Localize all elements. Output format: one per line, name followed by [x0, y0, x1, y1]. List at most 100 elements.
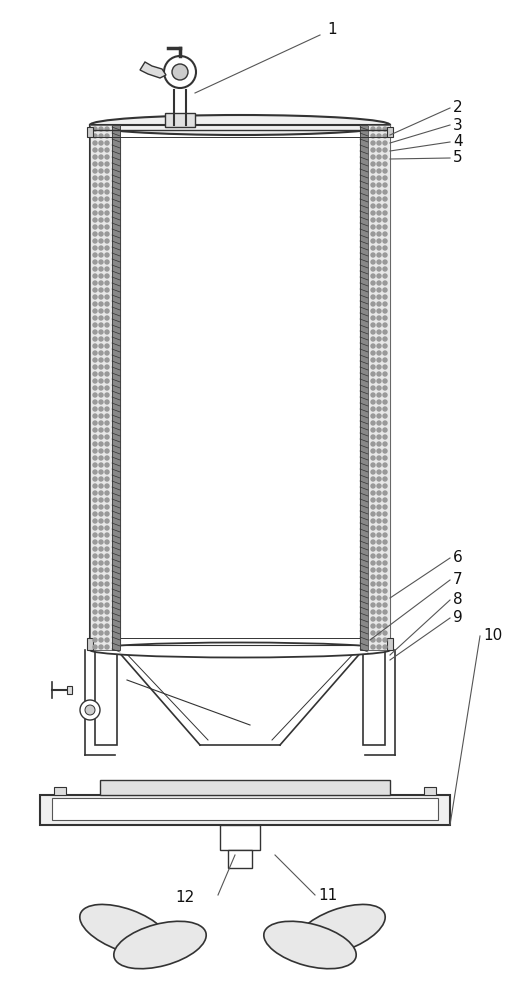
Circle shape	[93, 526, 97, 530]
Circle shape	[105, 309, 109, 313]
Circle shape	[105, 617, 109, 621]
Circle shape	[93, 134, 97, 138]
Circle shape	[99, 617, 103, 621]
Bar	[52, 798, 438, 820]
Circle shape	[99, 337, 103, 341]
Circle shape	[383, 379, 387, 383]
Circle shape	[377, 400, 381, 404]
Circle shape	[99, 127, 103, 131]
Circle shape	[371, 645, 375, 649]
Circle shape	[93, 386, 97, 390]
Circle shape	[371, 225, 375, 229]
Circle shape	[93, 624, 97, 628]
Circle shape	[377, 281, 381, 285]
Circle shape	[383, 351, 387, 355]
Circle shape	[93, 218, 97, 222]
Circle shape	[99, 141, 103, 145]
Circle shape	[93, 400, 97, 404]
Circle shape	[383, 498, 387, 502]
Text: 8: 8	[453, 592, 463, 607]
Ellipse shape	[90, 643, 390, 658]
Circle shape	[383, 603, 387, 607]
Circle shape	[377, 512, 381, 516]
Circle shape	[105, 400, 109, 404]
Circle shape	[105, 239, 109, 243]
Circle shape	[105, 582, 109, 586]
Circle shape	[377, 638, 381, 642]
Circle shape	[105, 267, 109, 271]
Circle shape	[371, 519, 375, 523]
Circle shape	[371, 176, 375, 180]
Circle shape	[371, 393, 375, 397]
Circle shape	[99, 631, 103, 635]
Circle shape	[105, 253, 109, 257]
Circle shape	[371, 533, 375, 537]
Circle shape	[93, 141, 97, 145]
Circle shape	[99, 519, 103, 523]
Circle shape	[383, 610, 387, 614]
Circle shape	[377, 141, 381, 145]
Circle shape	[377, 554, 381, 558]
Circle shape	[93, 225, 97, 229]
Circle shape	[93, 498, 97, 502]
Circle shape	[105, 281, 109, 285]
Circle shape	[377, 155, 381, 159]
Circle shape	[105, 540, 109, 544]
Circle shape	[371, 540, 375, 544]
Circle shape	[93, 162, 97, 166]
Circle shape	[377, 148, 381, 152]
Circle shape	[99, 330, 103, 334]
Circle shape	[371, 337, 375, 341]
Circle shape	[105, 134, 109, 138]
Bar	[363, 650, 385, 745]
Circle shape	[377, 302, 381, 306]
Circle shape	[99, 372, 103, 376]
Circle shape	[93, 561, 97, 565]
Circle shape	[383, 190, 387, 194]
Circle shape	[99, 568, 103, 572]
Circle shape	[105, 176, 109, 180]
Circle shape	[371, 575, 375, 579]
Circle shape	[85, 705, 95, 715]
Circle shape	[377, 197, 381, 201]
Circle shape	[371, 295, 375, 299]
Circle shape	[371, 253, 375, 257]
Text: 7: 7	[453, 572, 463, 587]
Circle shape	[383, 449, 387, 453]
Circle shape	[383, 281, 387, 285]
Circle shape	[99, 638, 103, 642]
Circle shape	[105, 323, 109, 327]
Circle shape	[371, 372, 375, 376]
Circle shape	[105, 218, 109, 222]
Circle shape	[377, 239, 381, 243]
Circle shape	[99, 218, 103, 222]
Circle shape	[99, 456, 103, 460]
Circle shape	[371, 617, 375, 621]
Circle shape	[105, 190, 109, 194]
Circle shape	[99, 358, 103, 362]
Circle shape	[371, 141, 375, 145]
Circle shape	[371, 526, 375, 530]
Circle shape	[99, 379, 103, 383]
Circle shape	[105, 169, 109, 173]
Circle shape	[371, 239, 375, 243]
Circle shape	[99, 204, 103, 208]
Circle shape	[99, 491, 103, 495]
Text: 1: 1	[327, 22, 337, 37]
Circle shape	[105, 589, 109, 593]
Circle shape	[105, 428, 109, 432]
Circle shape	[377, 183, 381, 187]
Circle shape	[93, 645, 97, 649]
Circle shape	[377, 449, 381, 453]
Circle shape	[377, 288, 381, 292]
Circle shape	[377, 323, 381, 327]
Circle shape	[383, 134, 387, 138]
Circle shape	[99, 435, 103, 439]
Circle shape	[93, 232, 97, 236]
Circle shape	[377, 540, 381, 544]
Circle shape	[371, 190, 375, 194]
Circle shape	[105, 491, 109, 495]
Circle shape	[99, 183, 103, 187]
Circle shape	[93, 365, 97, 369]
Circle shape	[105, 470, 109, 474]
